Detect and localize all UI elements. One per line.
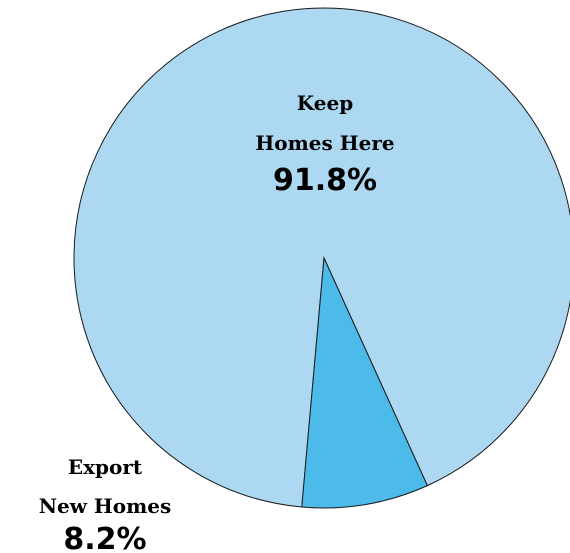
slice-keep-homes-here xyxy=(73,7,570,508)
pie-slices xyxy=(73,7,570,509)
slice-label-line: Export xyxy=(68,455,143,479)
slice-value-label: 91.8% xyxy=(273,163,377,198)
label-keep-homes-here: Keep Homes Here 91.8% xyxy=(255,91,394,198)
slice-label-line: New Homes xyxy=(39,494,172,518)
label-export-new-homes: Export New Homes 8.2% xyxy=(39,455,172,553)
slice-label-line: Homes Here xyxy=(255,131,394,155)
slice-label-line: Keep xyxy=(297,91,353,115)
slice-export-new-homes xyxy=(301,256,429,509)
slice-value-label: 8.2% xyxy=(63,522,146,553)
